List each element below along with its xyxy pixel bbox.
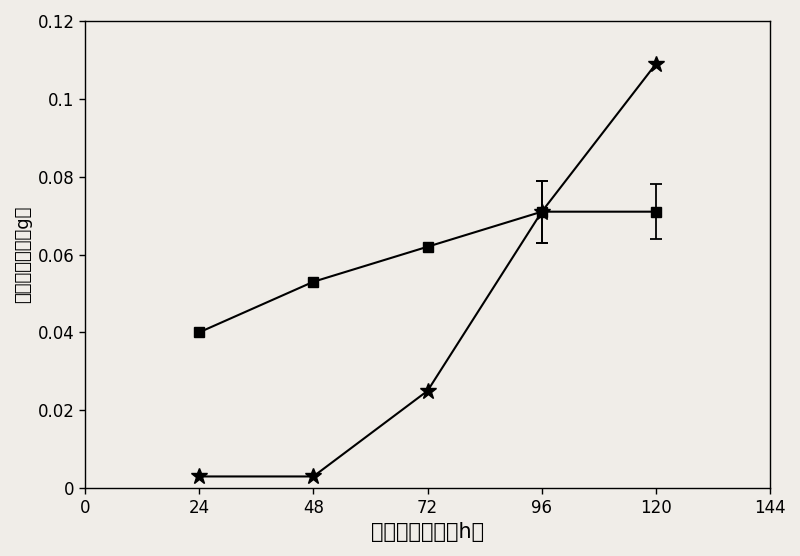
Y-axis label: 菌丝绝对干重（g）: 菌丝绝对干重（g） xyxy=(14,206,32,303)
X-axis label: 发酵培养时间（h）: 发酵培养时间（h） xyxy=(371,522,484,542)
